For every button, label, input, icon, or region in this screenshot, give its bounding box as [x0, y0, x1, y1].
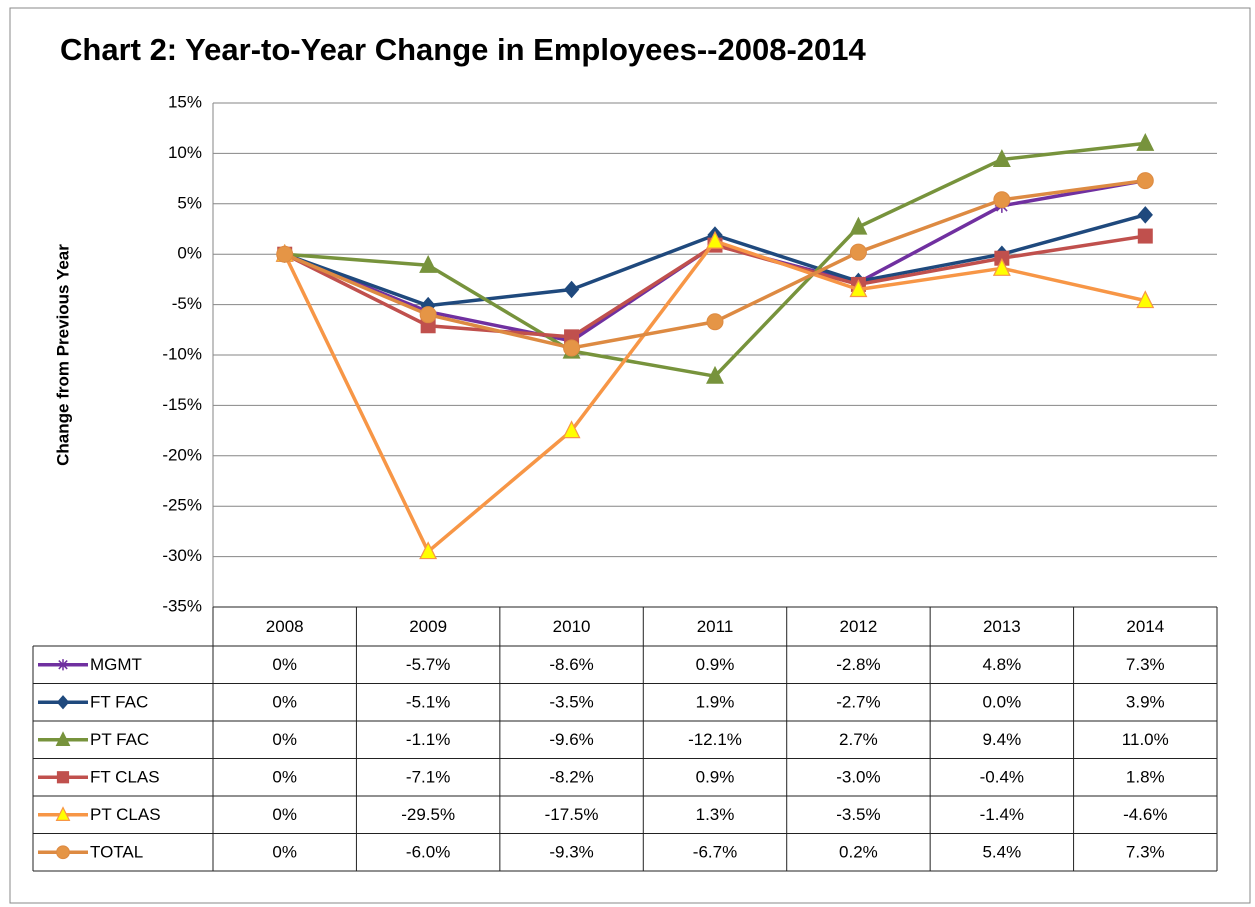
- table-value: -2.8%: [836, 655, 880, 674]
- marker: [276, 245, 294, 263]
- table-value: 0%: [272, 805, 297, 824]
- legend-label: FT FAC: [90, 693, 148, 712]
- marker: [706, 365, 724, 384]
- marker: [706, 230, 724, 249]
- legend-label: PT FAC: [90, 730, 149, 749]
- table-value: 7.3%: [1126, 843, 1165, 862]
- y-tick-label: -20%: [162, 445, 202, 464]
- table-value: -3.0%: [836, 768, 880, 787]
- marker: [562, 420, 581, 439]
- table-value: 0%: [272, 730, 297, 749]
- table-value: 2.7%: [839, 730, 878, 749]
- y-axis-label: Change from Previous Year: [53, 244, 72, 466]
- marker: [993, 191, 1011, 209]
- table-value: 3.9%: [1126, 693, 1165, 712]
- marker: [849, 216, 868, 235]
- x-tick-label: 2013: [983, 617, 1021, 636]
- table-value: -0.4%: [980, 768, 1024, 787]
- y-tick-label: -35%: [162, 596, 202, 615]
- table-value: -1.4%: [980, 805, 1024, 824]
- series-line: [283, 239, 1146, 554]
- x-tick-label: 2010: [553, 617, 591, 636]
- y-tick-label: 10%: [168, 143, 202, 162]
- table-value: 0%: [272, 655, 297, 674]
- table-value: 7.3%: [1126, 655, 1165, 674]
- marker: [992, 257, 1011, 276]
- marker: [849, 243, 867, 261]
- table-value: 0.9%: [696, 655, 735, 674]
- x-tick-label: 2012: [840, 617, 878, 636]
- table-value: -6.0%: [406, 843, 450, 862]
- table-value: 5.4%: [982, 843, 1021, 862]
- legend-label: MGMT: [90, 655, 142, 674]
- table-value: 0%: [272, 843, 297, 862]
- legend-marker: [56, 845, 70, 860]
- table-value: 1.3%: [696, 805, 735, 824]
- table-value: -7.1%: [406, 768, 450, 787]
- marker: [1137, 206, 1153, 224]
- table-value: 0.0%: [982, 693, 1021, 712]
- y-tick-label: 15%: [168, 92, 202, 111]
- table-value: 1.9%: [696, 693, 735, 712]
- legend-label: FT CLAS: [90, 768, 160, 787]
- table-value: -4.6%: [1123, 805, 1167, 824]
- marker: [992, 149, 1011, 168]
- series-line: [284, 141, 1146, 378]
- table-value: -29.5%: [401, 805, 455, 824]
- table-value: -12.1%: [688, 730, 742, 749]
- marker: [419, 306, 437, 324]
- table-value: -8.2%: [549, 768, 593, 787]
- table-value: -9.6%: [549, 730, 593, 749]
- marker: [1137, 228, 1153, 244]
- table-value: -2.7%: [836, 693, 880, 712]
- chart-title: Chart 2: Year-to-Year Change in Employee…: [60, 32, 867, 67]
- y-tick-label: 0%: [177, 244, 202, 263]
- table-value: 11.0%: [1122, 730, 1169, 749]
- marker: [849, 279, 868, 298]
- y-tick-label: -30%: [162, 546, 202, 565]
- marker: [1136, 172, 1154, 190]
- legend-marker: [56, 771, 70, 784]
- table-value: 9.4%: [982, 730, 1021, 749]
- x-tick-label: 2011: [697, 617, 734, 636]
- table-value: -3.5%: [836, 805, 880, 824]
- legend-label: PT CLAS: [90, 805, 161, 824]
- y-tick-label: 5%: [177, 193, 202, 212]
- marker: [419, 254, 438, 273]
- legend-label: TOTAL: [90, 843, 143, 862]
- table-value: 4.8%: [982, 655, 1021, 674]
- x-tick-label: 2014: [1126, 617, 1164, 636]
- table-value: -8.6%: [549, 655, 593, 674]
- x-tick-label: 2008: [266, 617, 304, 636]
- marker: [563, 280, 580, 299]
- x-tick-label: 2009: [409, 617, 447, 636]
- y-tick-label: -5%: [172, 294, 202, 313]
- table-value: -3.5%: [549, 693, 593, 712]
- table-value: -17.5%: [545, 805, 599, 824]
- legend-marker: [55, 731, 71, 746]
- y-tick-label: -25%: [162, 496, 202, 515]
- table-value: 0%: [272, 768, 297, 787]
- table-value: 0%: [272, 693, 297, 712]
- table-value: -5.1%: [406, 693, 450, 712]
- legend-marker: [57, 659, 69, 671]
- marker: [1136, 290, 1155, 309]
- table-value: -9.3%: [549, 843, 593, 862]
- table-value: 1.8%: [1126, 768, 1165, 787]
- y-tick-label: -10%: [162, 344, 202, 363]
- legend-marker: [56, 695, 70, 710]
- marker: [563, 339, 581, 357]
- table-value: 0.2%: [839, 843, 878, 862]
- legend-marker: [55, 806, 71, 821]
- marker: [1136, 132, 1155, 151]
- table-value: 0.9%: [696, 768, 735, 787]
- y-tick-label: -15%: [162, 395, 202, 414]
- table-value: -6.7%: [693, 843, 737, 862]
- marker: [419, 541, 438, 560]
- marker: [706, 313, 724, 331]
- chart-frame: [9, 7, 1251, 904]
- table-value: -5.7%: [406, 655, 450, 674]
- table-value: -1.1%: [406, 730, 450, 749]
